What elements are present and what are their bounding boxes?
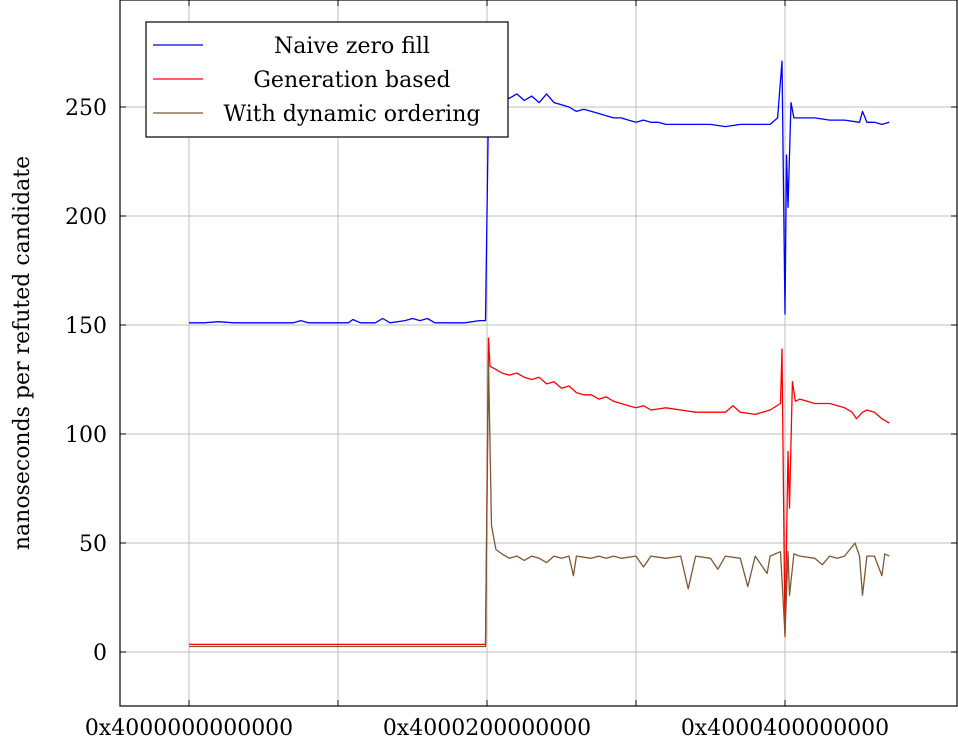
- legend-label: With dynamic ordering: [224, 102, 481, 127]
- legend-label: Naive zero fill: [274, 34, 430, 59]
- plot-frame: [119, 0, 958, 707]
- legend-box: [145, 21, 509, 138]
- y-tick-label: 200: [65, 205, 107, 230]
- x-tick-label: 0x4000400000000: [681, 716, 889, 741]
- legend: Naive zero fill Generation based With dyna…: [145, 21, 509, 138]
- y-tick-label: 150: [65, 314, 107, 339]
- x-tick-label: 0x4000000000000: [85, 716, 293, 741]
- y-tick-label: 100: [65, 423, 107, 448]
- series-line-2: [189, 337, 890, 646]
- y-axis-title: nanoseconds per refuted candidate: [10, 156, 35, 550]
- series-lines: [189, 60, 890, 648]
- series-line-1: [189, 60, 890, 324]
- x-tick-label: 0x4000200000000: [383, 716, 591, 741]
- y-tick-label: 50: [79, 532, 107, 557]
- legend-label: Generation based: [253, 68, 450, 93]
- y-tick-label: 0: [93, 641, 107, 666]
- y-tick-label: 250: [65, 96, 107, 121]
- series-line-3: [189, 361, 890, 648]
- axes: 0x4000000000000 0x4000200000000 0x40004000…: [65, 0, 957, 741]
